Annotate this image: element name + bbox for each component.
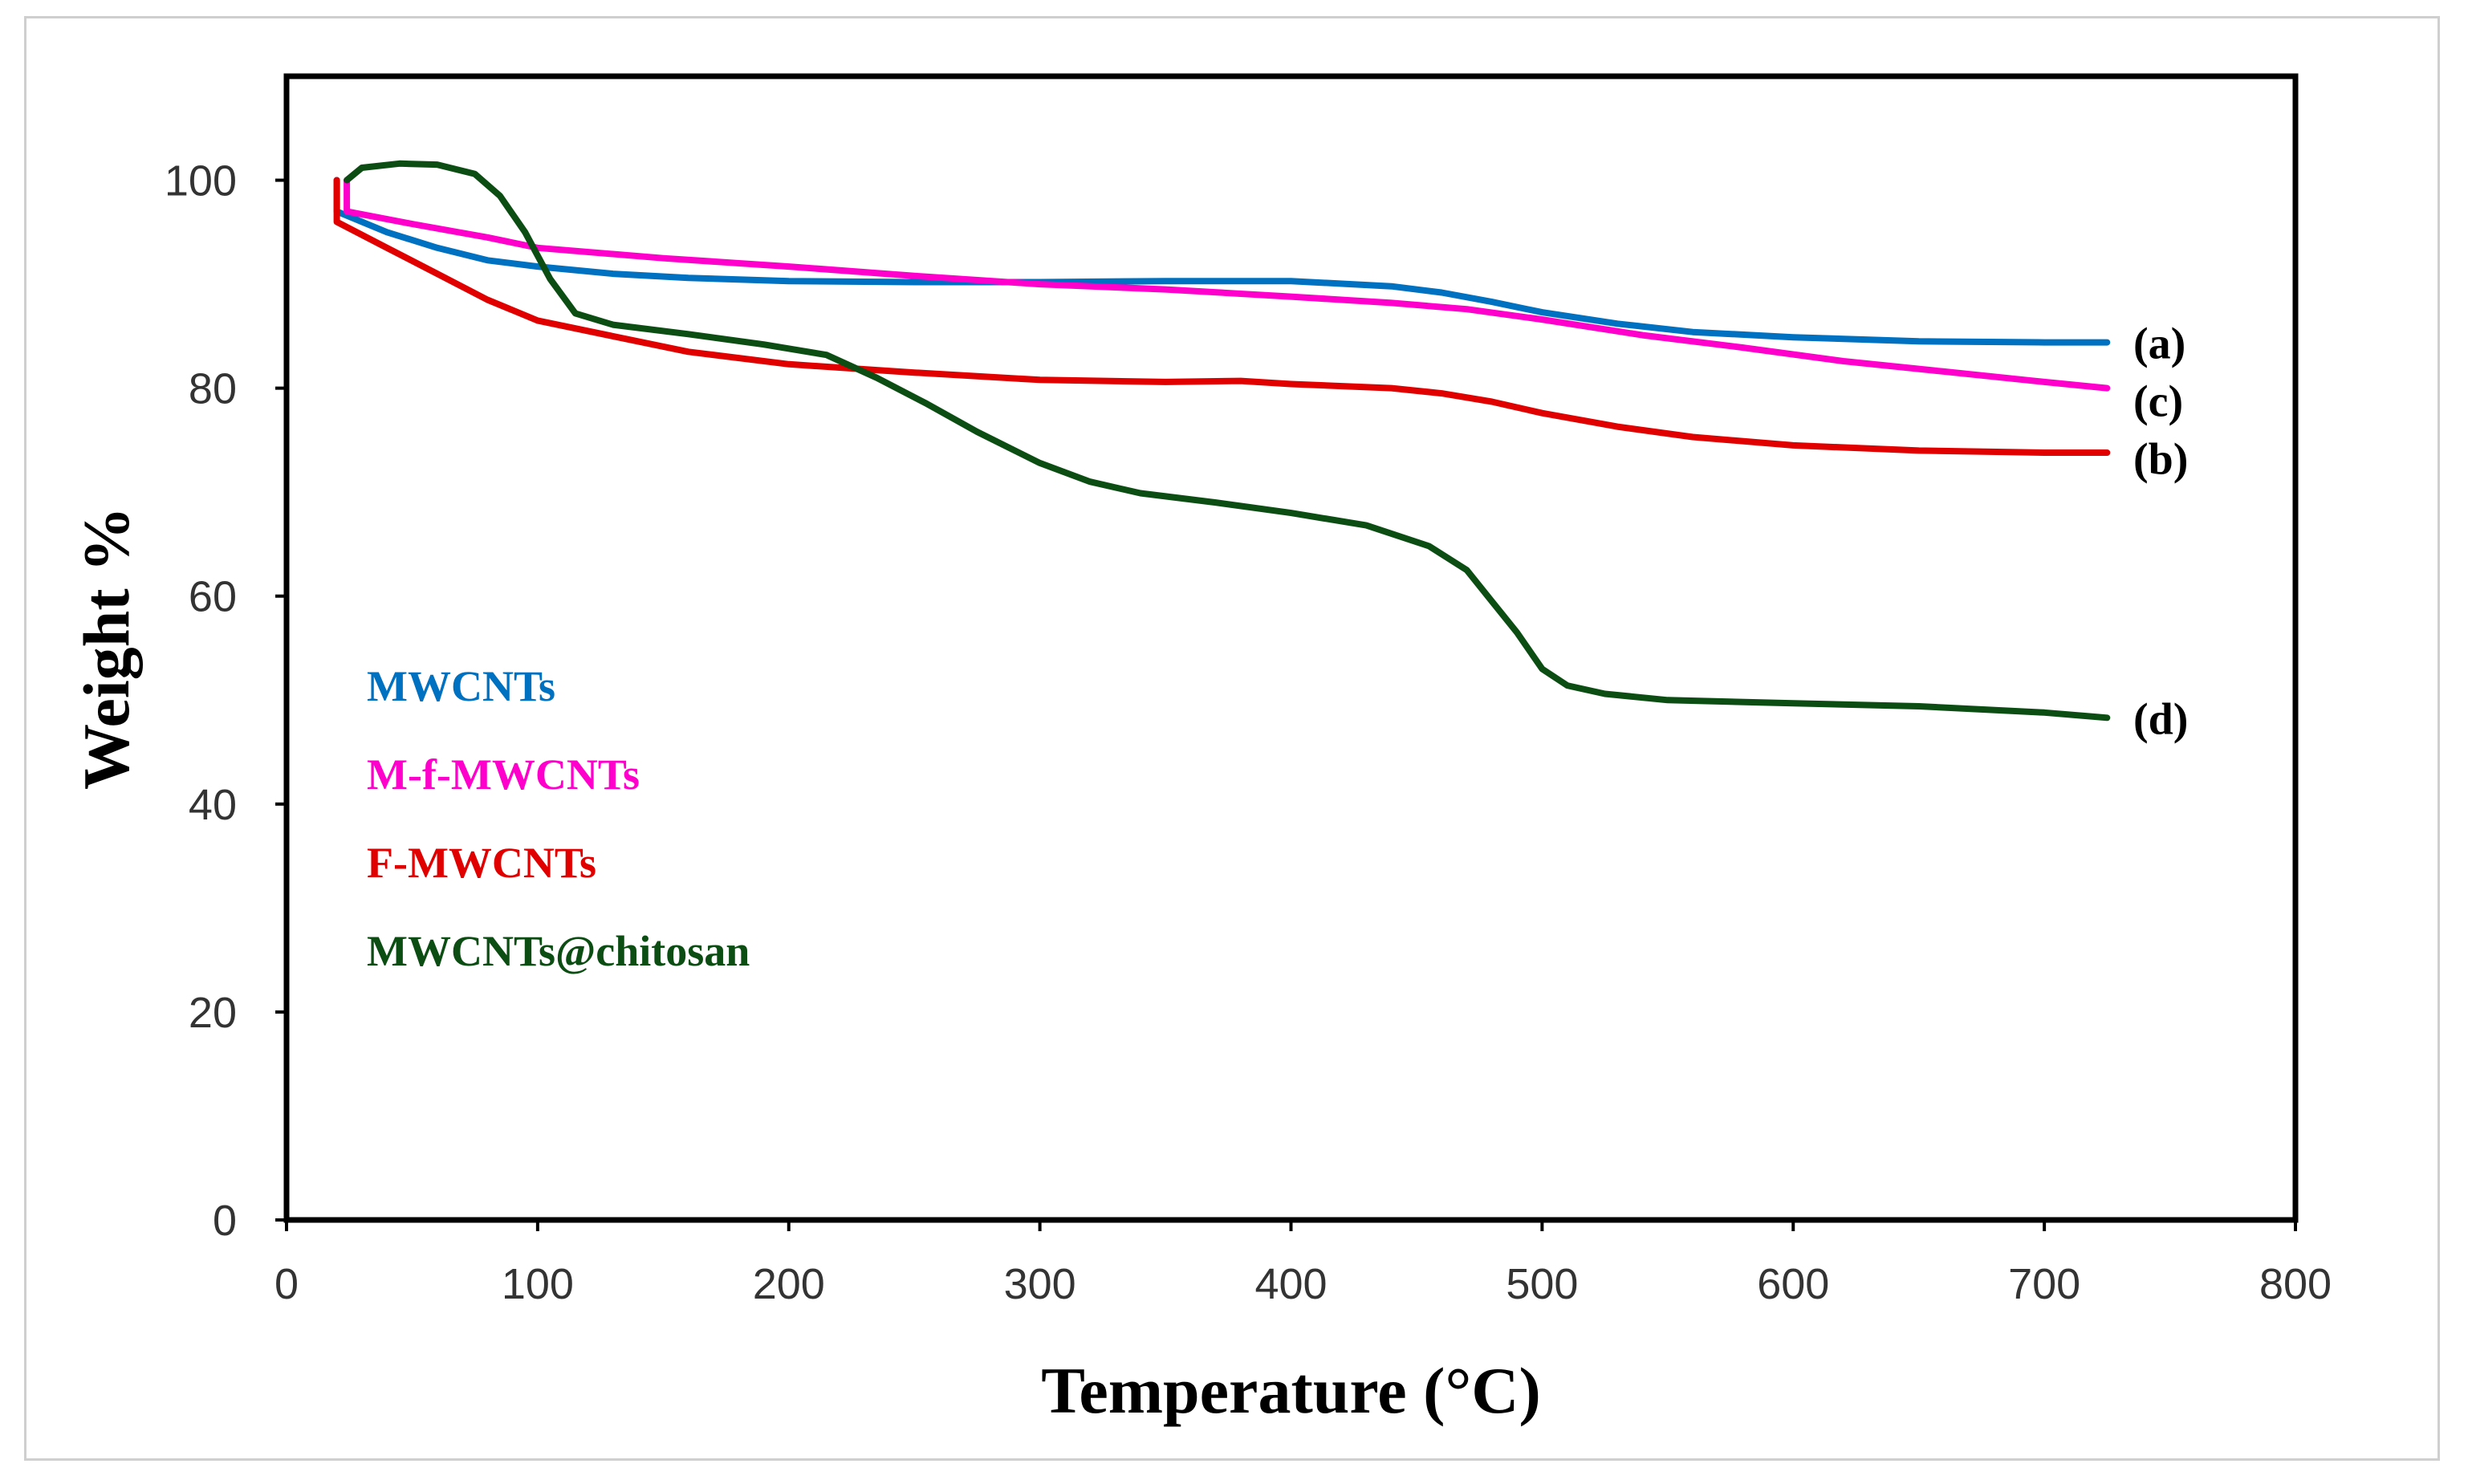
x-tick-label: 0 [274,1260,299,1308]
series-end-label: (a) [2133,319,2185,369]
series-line-mwcnts-chitosan [344,160,2111,722]
legend-entry: F-MWCNTs [367,839,596,887]
y-axis-title: Weight % [70,506,143,790]
figure-frame [24,16,2440,1461]
series-end-label: (d) [2133,694,2188,744]
series-line-f-mwcnts [333,177,2111,456]
series-line-mwcnts [333,177,2111,346]
y-tick-label: 80 [189,365,237,413]
plot-area-border [283,73,2299,1223]
series-end-label: (b) [2133,435,2188,485]
series-line-m-f-mwcnts [344,177,2111,392]
x-tick-label: 500 [1506,1260,1578,1308]
x-tick-label: 700 [2008,1260,2080,1308]
y-tick-label: 0 [213,1197,237,1245]
x-axis-title: Temperature (°C) [1041,1354,1541,1427]
x-tick-label: 600 [1757,1260,1829,1308]
x-tick-label: 300 [1004,1260,1076,1308]
x-tick-label: 100 [502,1260,574,1308]
x-tick-label: 800 [2259,1260,2332,1308]
y-tick-label: 20 [189,989,237,1037]
x-tick-label: 400 [1254,1260,1327,1308]
legend-entry: M-f-MWCNTs [367,750,640,799]
y-tick-label: 60 [189,573,237,621]
y-tick-label: 40 [189,781,237,829]
x-tick-label: 200 [753,1260,825,1308]
series-end-label: (c) [2133,377,2183,427]
legend-entry: MWCNTs [367,662,555,710]
legend-entry: MWCNTs@chitosan [367,927,750,975]
y-tick-label: 100 [165,157,237,205]
